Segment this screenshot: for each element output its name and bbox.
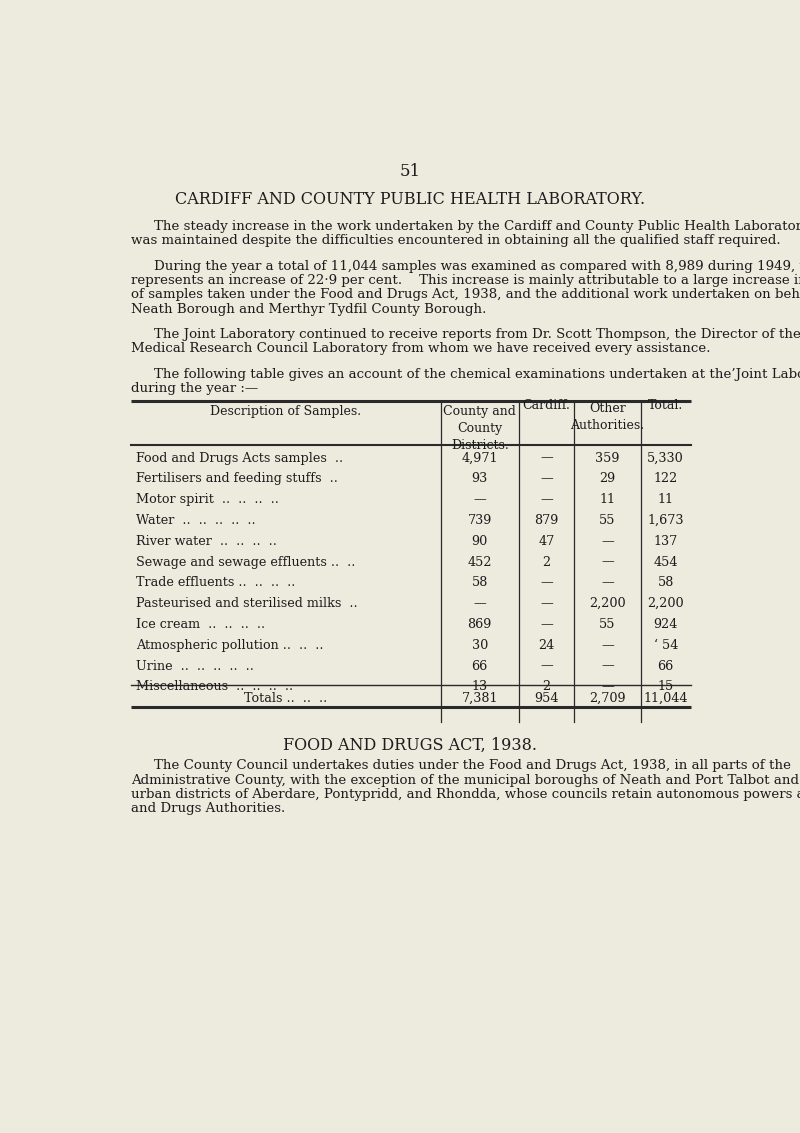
Text: Motor spirit  ..  ..  ..  ..: Motor spirit .. .. .. .. [136, 493, 278, 506]
Text: Pasteurised and sterilised milks  ..: Pasteurised and sterilised milks .. [136, 597, 358, 611]
Text: —: — [474, 597, 486, 611]
Text: 11: 11 [658, 493, 674, 506]
Text: Neath Borough and Merthyr Tydfil County Borough.: Neath Borough and Merthyr Tydfil County … [131, 303, 486, 315]
Text: 93: 93 [472, 472, 488, 485]
Text: 122: 122 [654, 472, 678, 485]
Text: FOOD AND DRUGS ACT, 1938.: FOOD AND DRUGS ACT, 1938. [283, 736, 537, 753]
Text: was maintained despite the difficulties encountered in obtaining all the qualifi: was maintained despite the difficulties … [131, 235, 781, 247]
Text: —: — [602, 555, 614, 569]
Text: —: — [602, 639, 614, 651]
Text: Water  ..  ..  ..  ..  ..: Water .. .. .. .. .. [136, 514, 255, 527]
Text: Urine  ..  ..  ..  ..  ..: Urine .. .. .. .. .. [136, 659, 254, 673]
Text: 90: 90 [472, 535, 488, 547]
Text: County and
County
Districts.: County and County Districts. [443, 406, 516, 452]
Text: During the year a total of 11,044 samples was examined as compared with 8,989 du: During the year a total of 11,044 sample… [154, 259, 800, 273]
Text: of samples taken under the Food and Drugs Act, 1938, and the additional work und: of samples taken under the Food and Drug… [131, 288, 800, 301]
Text: River water  ..  ..  ..  ..: River water .. .. .. .. [136, 535, 277, 547]
Text: 55: 55 [599, 617, 616, 631]
Text: during the year :—: during the year :— [131, 382, 258, 395]
Text: 29: 29 [599, 472, 616, 485]
Text: 55: 55 [599, 514, 616, 527]
Text: Medical Research Council Laboratory from whom we have received every assistance.: Medical Research Council Laboratory from… [131, 342, 710, 356]
Text: 137: 137 [654, 535, 678, 547]
Text: 11: 11 [600, 493, 616, 506]
Text: 2,200: 2,200 [590, 597, 626, 611]
Text: —: — [474, 493, 486, 506]
Text: —: — [540, 472, 553, 485]
Text: Totals ..  ..  ..: Totals .. .. .. [244, 692, 328, 705]
Text: 2: 2 [542, 680, 550, 693]
Text: —: — [602, 577, 614, 589]
Text: 869: 869 [467, 617, 492, 631]
Text: 66: 66 [658, 659, 674, 673]
Text: Administrative County, with the exception of the municipal boroughs of Neath and: Administrative County, with the exceptio… [131, 774, 800, 786]
Text: ‘ 54: ‘ 54 [654, 639, 678, 651]
Text: 47: 47 [538, 535, 554, 547]
Text: The steady increase in the work undertaken by the Cardiff and County Public Heal: The steady increase in the work undertak… [154, 220, 800, 233]
Text: The County Council undertakes duties under the Food and Drugs Act, 1938, in all : The County Council undertakes duties und… [154, 759, 791, 773]
Text: 58: 58 [658, 577, 674, 589]
Text: 11,044: 11,044 [643, 692, 688, 705]
Text: 2,709: 2,709 [590, 692, 626, 705]
Text: represents an increase of 22·9 per cent.    This increase is mainly attributable: represents an increase of 22·9 per cent.… [131, 274, 800, 287]
Text: 7,381: 7,381 [462, 692, 498, 705]
Text: Food and Drugs Acts samples  ..: Food and Drugs Acts samples .. [136, 452, 342, 465]
Text: —: — [540, 617, 553, 631]
Text: urban districts of Aberdare, Pontypridd, and Rhondda, whose councils retain auto: urban districts of Aberdare, Pontypridd,… [131, 787, 800, 801]
Text: 954: 954 [534, 692, 558, 705]
Text: Fertilisers and feeding stuffs  ..: Fertilisers and feeding stuffs .. [136, 472, 338, 485]
Text: 924: 924 [654, 617, 678, 631]
Text: 1,673: 1,673 [647, 514, 684, 527]
Text: 2,200: 2,200 [647, 597, 684, 611]
Text: 5,330: 5,330 [647, 452, 684, 465]
Text: 2: 2 [542, 555, 550, 569]
Text: 13: 13 [472, 680, 488, 693]
Text: 879: 879 [534, 514, 558, 527]
Text: —: — [540, 659, 553, 673]
Text: Description of Samples.: Description of Samples. [210, 406, 362, 418]
Text: —: — [540, 597, 553, 611]
Text: 24: 24 [538, 639, 554, 651]
Text: Atmospheric pollution ..  ..  ..: Atmospheric pollution .. .. .. [136, 639, 323, 651]
Text: The Joint Laboratory continued to receive reports from Dr. Scott Thompson, the D: The Joint Laboratory continued to receiv… [154, 329, 800, 341]
Text: —: — [602, 535, 614, 547]
Text: Miscellaneous  ..  ..  ..  ..: Miscellaneous .. .. .. .. [136, 680, 293, 693]
Text: Trade effluents ..  ..  ..  ..: Trade effluents .. .. .. .. [136, 577, 295, 589]
Text: 452: 452 [467, 555, 492, 569]
Text: 30: 30 [472, 639, 488, 651]
Text: 454: 454 [654, 555, 678, 569]
Text: 66: 66 [472, 659, 488, 673]
Text: The following table gives an account of the chemical examinations undertaken at : The following table gives an account of … [154, 368, 800, 381]
Text: 51: 51 [399, 163, 421, 180]
Text: 58: 58 [471, 577, 488, 589]
Text: —: — [602, 680, 614, 693]
Text: —: — [540, 452, 553, 465]
Text: CARDIFF AND COUNTY PUBLIC HEALTH LABORATORY.: CARDIFF AND COUNTY PUBLIC HEALTH LABORAT… [175, 190, 645, 207]
Text: Sewage and sewage effluents ..  ..: Sewage and sewage effluents .. .. [136, 555, 355, 569]
Text: 4,971: 4,971 [462, 452, 498, 465]
Text: Total.: Total. [648, 399, 683, 412]
Text: —: — [540, 577, 553, 589]
Text: Other
Authorities.: Other Authorities. [570, 402, 645, 433]
Text: 359: 359 [595, 452, 620, 465]
Text: —: — [602, 659, 614, 673]
Text: 739: 739 [467, 514, 492, 527]
Text: Cardiff.: Cardiff. [522, 399, 570, 412]
Text: 15: 15 [658, 680, 674, 693]
Text: and Drugs Authorities.: and Drugs Authorities. [131, 802, 286, 815]
Text: —: — [540, 493, 553, 506]
Text: Ice cream  ..  ..  ..  ..: Ice cream .. .. .. .. [136, 617, 265, 631]
